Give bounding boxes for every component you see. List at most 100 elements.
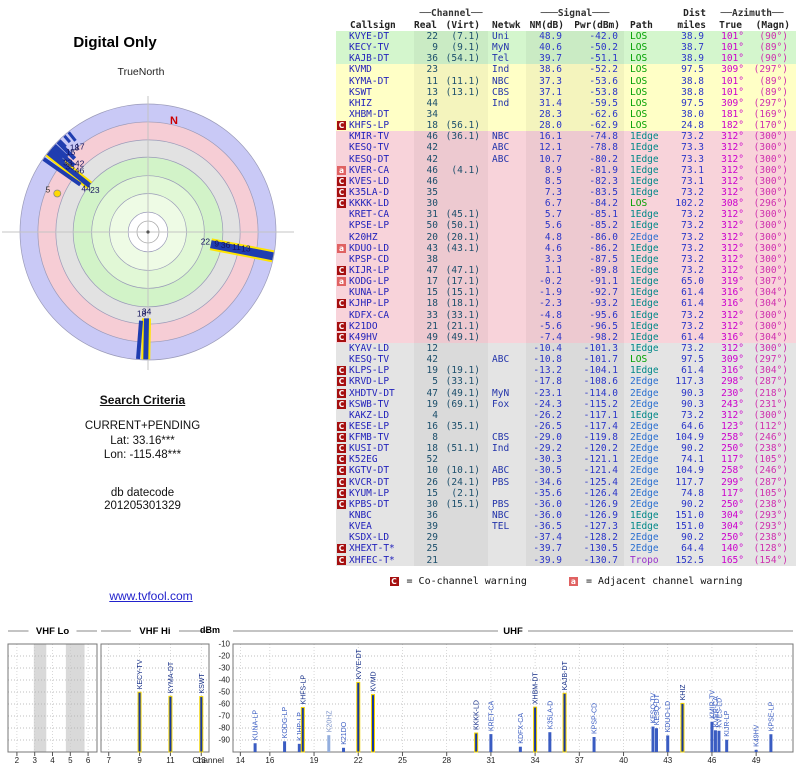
table-row: C KLPS-LP 19 (19.1) -13.2 -104.1 1Edge 61.4 316°… [336, 365, 796, 377]
cell-callsign: KPSE-LP [349, 220, 390, 232]
signal-bar-label: KAJB-DT [562, 660, 569, 690]
cell-azimuth-true: 312° [721, 264, 744, 276]
cell-azimuth-magnetic: (90°) [759, 53, 788, 65]
row-marker: C [336, 555, 348, 566]
cell-azimuth-magnetic: (300°) [753, 175, 788, 187]
cell-power: -130.7 [568, 554, 624, 566]
adjacent-channel-text: = Adjacent channel warning [585, 576, 743, 587]
cell-channel-virtual: (19.1) [440, 365, 488, 377]
cell-channel-real: 29 [414, 532, 440, 544]
header-dist-group: Dist [683, 8, 706, 19]
cell-azimuth-magnetic: (112°) [753, 420, 788, 432]
table-row: C KSWB-TV 19 (69.1) Fox -24.3 -115.2 2Edge 90.3 2… [336, 398, 796, 410]
cell-power: -87.5 [568, 253, 624, 265]
cell-distance: 73.1 [681, 164, 704, 176]
co-channel-marker: C [337, 332, 346, 342]
cell-azimuth-true: 117° [721, 454, 744, 466]
cell-azimuth-magnetic: (304°) [753, 365, 788, 377]
radar-bar [53, 144, 69, 158]
cell-azimuth-true: 140° [721, 543, 744, 555]
cell-azimuth-magnetic: (287°) [753, 376, 788, 388]
row-marker [336, 31, 348, 42]
cell-path: 2Edge [630, 420, 659, 432]
cell-channel-real: 47 [414, 264, 440, 277]
table-row: C KVCR-DT 26 (24.1) PBS -34.6 -125.4 2Edge 117.7… [336, 476, 796, 488]
cell-callsign: KAKZ-LD [349, 409, 390, 421]
cell-channel-real: 39 [414, 521, 440, 533]
cell-channel-virtual [440, 253, 488, 265]
cell-azimuth-magnetic: (238°) [753, 443, 788, 455]
cell-power: -83.5 [568, 186, 624, 199]
cell-channel-real: 18 [414, 298, 440, 310]
signal-bar [371, 694, 375, 753]
cell-azimuth-magnetic: (300°) [753, 309, 788, 321]
cell-distance: 38.8 [681, 75, 704, 87]
cell-distance: 73.2 [681, 253, 704, 265]
cell-noise-margin: -35.6 [526, 487, 568, 499]
cell-azimuth-magnetic: (300°) [753, 242, 788, 254]
cell-azimuth-magnetic: (300°) [753, 342, 788, 354]
cell-power: -42.0 [568, 31, 624, 43]
cell-callsign: KYUM-LP [349, 487, 390, 499]
cell-network [488, 176, 526, 187]
cell-channel-real: 15 [414, 487, 440, 499]
row-marker: C [336, 187, 348, 198]
table-row: C KYUM-LP 15 (2.1) -35.6 -126.4 2Edge 74.8 117° (… [336, 487, 796, 499]
cell-power: -92.7 [568, 287, 624, 299]
cell-channel-real: 46 [414, 175, 440, 187]
cell-distance: 38.8 [681, 86, 704, 98]
cell-azimuth-magnetic: (128°) [753, 543, 788, 555]
cell-callsign: KSWT [349, 86, 372, 98]
cell-noise-margin: -29.2 [526, 443, 568, 455]
dbm-tick-label: -10 [218, 640, 230, 649]
table-row: C K21DO 21 (21.1) -5.6 -96.5 1Edge 73.2 312° (300… [336, 320, 796, 332]
row-marker [336, 53, 348, 64]
radar-weak-station-dot [53, 189, 62, 198]
radar-channel-labels: 22 9 36 11 13 [201, 237, 251, 254]
co-channel-marker: C [337, 121, 346, 131]
cell-channel-virtual: (20.1) [440, 231, 488, 243]
table-row: KNBC 36 NBC -36.0 -126.9 1Edge 151.0 304° (293°) [336, 510, 796, 522]
radar-bar-label: 44 [81, 184, 91, 194]
channel-tick-label: 31 [486, 756, 495, 765]
north-marker: N [170, 115, 178, 127]
cell-power: -119.8 [568, 432, 624, 444]
search-criteria-panel: Search Criteria CURRENT+PENDING Lat: 33.… [40, 393, 245, 513]
cell-callsign: KRET-CA [349, 209, 390, 221]
cell-azimuth-magnetic: (297°) [753, 354, 788, 366]
cell-path: 1Edge [630, 186, 659, 198]
cell-azimuth-true: 312° [721, 209, 744, 221]
cell-channel-real: 21 [414, 320, 440, 332]
cell-power: -117.4 [568, 420, 624, 433]
cell-distance: 90.2 [681, 443, 704, 455]
cell-network: CBS [492, 86, 510, 98]
signal-bar-label: KSWT [199, 673, 206, 694]
row-marker: C [336, 298, 348, 309]
cell-path: 1Edge [630, 131, 659, 143]
cell-azimuth-true: 309° [721, 354, 744, 366]
cell-path: 1Edge [630, 409, 659, 421]
cell-power: -120.2 [568, 443, 624, 455]
cell-distance: 61.4 [681, 298, 704, 310]
cell-azimuth-magnetic: (304°) [753, 331, 788, 343]
channel-tick-label: 5 [68, 756, 73, 765]
cell-azimuth-true: 312° [721, 309, 744, 321]
signal-bar [283, 741, 287, 752]
row-marker [336, 209, 348, 220]
signal-bar [717, 730, 721, 752]
col-nm: NM(dB) [529, 19, 564, 31]
radar-bar-label: 34 [142, 306, 152, 316]
cell-channel-virtual [440, 454, 488, 466]
tvfool-link[interactable]: www.tvfool.com [109, 589, 193, 603]
cell-channel-virtual: (54.1) [440, 53, 488, 65]
cell-path: LOS [630, 86, 648, 98]
channel-tick-label: 13 [197, 756, 206, 765]
signal-bar-label: KUNA-LP [253, 710, 260, 741]
band-title: UHF [503, 626, 523, 637]
row-marker [336, 154, 348, 165]
cell-channel-real: 33 [414, 309, 440, 321]
radar-title: Digital Only [73, 34, 157, 51]
signal-bar-label: K49HV [754, 724, 761, 747]
table-row: KYMA-DT 11 (11.1) NBC 37.3 -53.6 LOS 38.8 101° (8… [336, 75, 796, 87]
cell-power: -101.7 [568, 354, 624, 366]
